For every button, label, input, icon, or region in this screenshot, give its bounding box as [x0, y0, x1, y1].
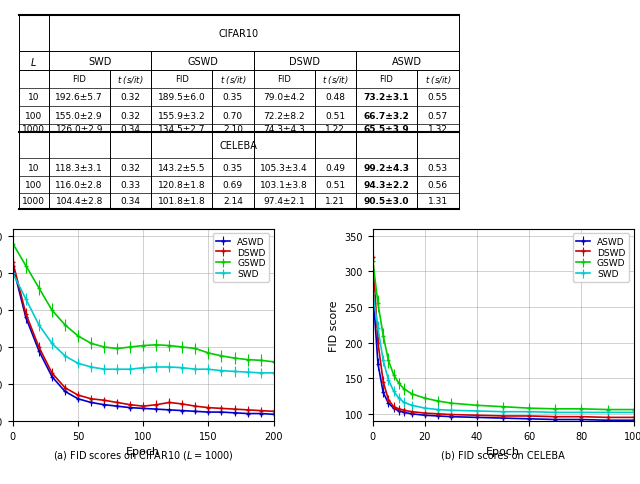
X-axis label: Epoch: Epoch [486, 446, 520, 456]
Text: 2.10: 2.10 [223, 124, 243, 134]
Text: 100: 100 [26, 181, 42, 189]
Text: 94.3±2.2: 94.3±2.2 [364, 181, 410, 189]
Text: 72.2±8.2: 72.2±8.2 [263, 111, 305, 121]
Text: 0.32: 0.32 [120, 93, 140, 102]
Text: 134.5±2.7: 134.5±2.7 [158, 124, 205, 134]
Text: SWD: SWD [88, 57, 112, 66]
Text: 120.8±1.8: 120.8±1.8 [158, 181, 205, 189]
Text: 99.2±4.3: 99.2±4.3 [364, 163, 410, 172]
Text: 0.48: 0.48 [325, 93, 346, 102]
Text: 97.4±2.1: 97.4±2.1 [263, 197, 305, 206]
Text: FID: FID [72, 75, 86, 84]
Text: 1000: 1000 [22, 197, 45, 206]
Text: 0.51: 0.51 [325, 111, 346, 121]
Text: 104.4±2.8: 104.4±2.8 [56, 197, 103, 206]
Text: $t$ (s/it): $t$ (s/it) [117, 74, 143, 86]
Text: FID: FID [175, 75, 189, 84]
Text: $t$ (s/it): $t$ (s/it) [322, 74, 349, 86]
Text: 10: 10 [28, 163, 40, 172]
Text: 192.6±5.7: 192.6±5.7 [56, 93, 103, 102]
Text: 0.34: 0.34 [120, 124, 140, 134]
Text: (b) FID scores on CELEBA: (b) FID scores on CELEBA [442, 450, 565, 459]
Text: 66.7±3.2: 66.7±3.2 [364, 111, 410, 121]
Text: 155.0±2.9: 155.0±2.9 [56, 111, 103, 121]
Text: 101.8±1.8: 101.8±1.8 [158, 197, 205, 206]
Text: 79.0±4.2: 79.0±4.2 [263, 93, 305, 102]
Text: 0.70: 0.70 [223, 111, 243, 121]
Text: FID: FID [380, 75, 394, 84]
Text: 2.14: 2.14 [223, 197, 243, 206]
Text: 103.1±3.8: 103.1±3.8 [260, 181, 308, 189]
Text: DSWD: DSWD [289, 57, 321, 66]
Text: 90.5±3.0: 90.5±3.0 [364, 197, 409, 206]
Text: 116.0±2.8: 116.0±2.8 [56, 181, 103, 189]
Text: 1.31: 1.31 [428, 197, 448, 206]
Text: 1000: 1000 [22, 124, 45, 134]
Text: CELEBA: CELEBA [220, 141, 258, 151]
Text: 155.9±3.2: 155.9±3.2 [158, 111, 205, 121]
Text: ASWD: ASWD [392, 57, 422, 66]
Y-axis label: FID score: FID score [329, 300, 339, 351]
Text: 1.22: 1.22 [325, 124, 345, 134]
Text: 0.56: 0.56 [428, 181, 448, 189]
Text: $t$ (s/it): $t$ (s/it) [424, 74, 451, 86]
Legend: ASWD, DSWD, GSWD, SWD: ASWD, DSWD, GSWD, SWD [573, 234, 629, 282]
Text: 143.2±5.5: 143.2±5.5 [158, 163, 205, 172]
Text: 74.3±4.3: 74.3±4.3 [263, 124, 305, 134]
Text: $t$ (s/it): $t$ (s/it) [220, 74, 246, 86]
Text: 1.32: 1.32 [428, 124, 448, 134]
Text: 0.34: 0.34 [120, 197, 140, 206]
Text: 105.3±3.4: 105.3±3.4 [260, 163, 308, 172]
Text: 0.69: 0.69 [223, 181, 243, 189]
Text: (a) FID scores on CIFAR10 ($L=1000$): (a) FID scores on CIFAR10 ($L=1000$) [53, 448, 234, 461]
Text: 0.57: 0.57 [428, 111, 448, 121]
Text: 126.0±2.9: 126.0±2.9 [56, 124, 103, 134]
Legend: ASWD, DSWD, GSWD, SWD: ASWD, DSWD, GSWD, SWD [212, 234, 269, 282]
Text: 0.49: 0.49 [325, 163, 346, 172]
Text: 100: 100 [26, 111, 42, 121]
Text: 0.35: 0.35 [223, 163, 243, 172]
Text: 65.5±3.9: 65.5±3.9 [364, 124, 410, 134]
Text: 73.2±3.1: 73.2±3.1 [364, 93, 410, 102]
Text: 0.33: 0.33 [120, 181, 141, 189]
Text: FID: FID [277, 75, 291, 84]
Text: 189.5±6.0: 189.5±6.0 [158, 93, 205, 102]
Text: CIFAR10: CIFAR10 [219, 29, 259, 39]
Text: 0.32: 0.32 [120, 163, 140, 172]
Text: 0.55: 0.55 [428, 93, 448, 102]
Text: 0.35: 0.35 [223, 93, 243, 102]
Text: 1.21: 1.21 [325, 197, 346, 206]
X-axis label: Epoch: Epoch [126, 446, 160, 456]
Text: 0.53: 0.53 [428, 163, 448, 172]
Text: 10: 10 [28, 93, 40, 102]
Text: $L$: $L$ [31, 56, 37, 67]
Text: 0.51: 0.51 [325, 181, 346, 189]
Text: 118.3±3.1: 118.3±3.1 [55, 163, 103, 172]
Text: 0.32: 0.32 [120, 111, 140, 121]
Text: GSWD: GSWD [187, 57, 218, 66]
